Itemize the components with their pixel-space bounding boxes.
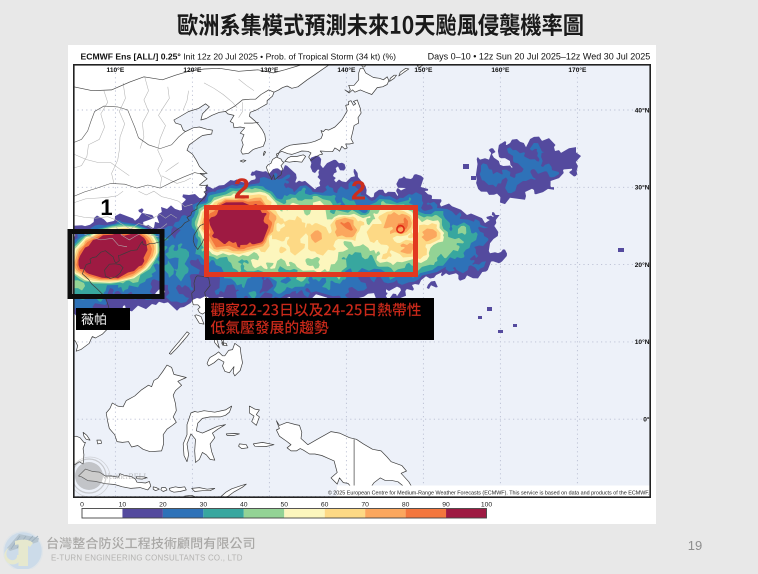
svg-text:160°E: 160°E [491,66,510,74]
svg-text:60: 60 [321,502,329,509]
svg-text:110°E: 110°E [107,66,125,74]
svg-text:0°: 0° [643,416,650,424]
svg-text:70: 70 [361,502,369,509]
svg-text:100: 100 [481,502,493,509]
svg-text:50: 50 [280,502,288,509]
svg-text:2: 2 [234,173,250,205]
svg-text:10°N: 10°N [635,338,650,346]
svg-text:WeatherBELL: WeatherBELL [102,472,149,481]
svg-text:10: 10 [119,502,127,509]
svg-text:ECMWF Ens [ALL/] 0.25° Init 12: ECMWF Ens [ALL/] 0.25° Init 12z 20 Jul 2… [81,52,397,62]
svg-text:20°N: 20°N [635,261,650,269]
svg-text:120°E: 120°E [183,66,202,74]
svg-text:30°N: 30°N [635,184,650,192]
svg-text:140°E: 140°E [337,66,356,74]
svg-text:150°E: 150°E [414,66,433,74]
svg-text:170°E: 170°E [568,66,587,74]
svg-text:90: 90 [442,502,450,509]
svg-text:E-TURN ENGINEERING CONSULTANTS: E-TURN ENGINEERING CONSULTANTS CO., LTD [51,554,243,563]
svg-text:80: 80 [402,502,410,509]
svg-text:Days 0–10 • 12z Sun 20 Jul 202: Days 0–10 • 12z Sun 20 Jul 2025–12z Wed … [428,52,651,62]
svg-text:130°E: 130°E [260,66,279,74]
svg-text:1: 1 [100,195,112,220]
svg-text:20: 20 [159,502,167,509]
svg-text:0: 0 [80,502,84,509]
svg-text:19: 19 [688,538,702,553]
svg-text:30: 30 [200,502,208,509]
svg-text:40°N: 40°N [635,106,650,114]
svg-text:2: 2 [351,175,366,205]
svg-text:© 2025 European Centre for Med: © 2025 European Centre for Medium-Range … [328,490,650,497]
svg-text:40: 40 [240,502,248,509]
